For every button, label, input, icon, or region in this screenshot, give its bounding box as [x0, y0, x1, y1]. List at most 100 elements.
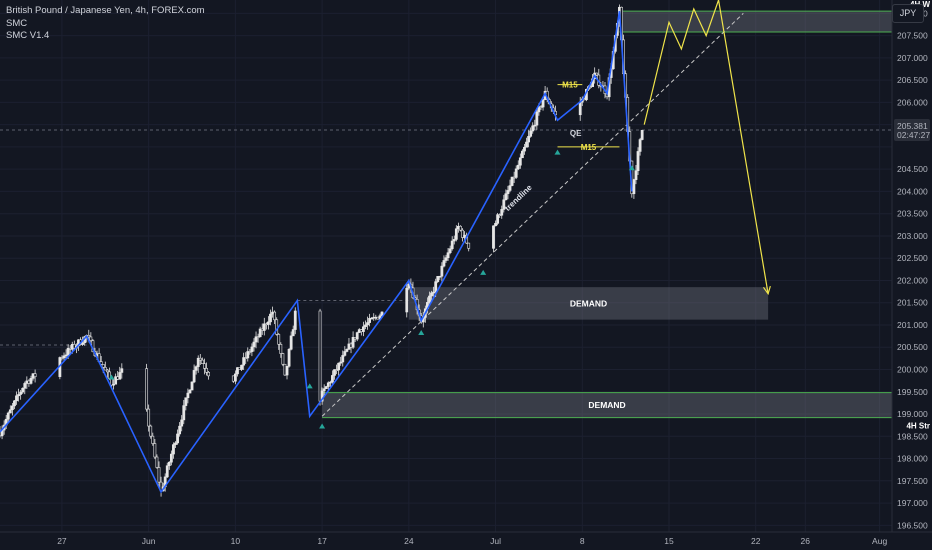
- candle-body: [331, 375, 334, 383]
- price-tick-label: 204.000: [897, 186, 928, 196]
- price-tick-label: 197.500: [897, 476, 928, 486]
- candle-body: [256, 336, 260, 339]
- candle-body: [461, 229, 464, 238]
- levels: [0, 12, 892, 417]
- trendline: [321, 12, 744, 417]
- candle-body: [380, 311, 384, 317]
- candle-body: [370, 317, 374, 320]
- candle-body: [15, 395, 18, 402]
- candle-body: [267, 321, 270, 325]
- candle-body: [192, 370, 196, 383]
- candle-body: [362, 326, 365, 332]
- time-tick-label: 15: [664, 536, 674, 546]
- candle-body: [176, 433, 179, 444]
- candle-body: [198, 357, 202, 361]
- candle-body: [200, 359, 204, 364]
- candle-body: [442, 260, 446, 267]
- projection-path: [643, 0, 769, 294]
- candle-body: [537, 106, 541, 113]
- candle-body: [174, 442, 177, 445]
- candle-body: [322, 388, 326, 392]
- candle-body: [281, 353, 285, 365]
- candle-body: [318, 310, 322, 402]
- candle-body: [459, 225, 462, 231]
- candle-body: [326, 382, 330, 387]
- candle-body: [205, 368, 208, 373]
- candle-body: [640, 129, 644, 140]
- pivot-marker: [418, 329, 425, 335]
- price-axis-bg: [892, 0, 932, 550]
- current-price-tag: [894, 118, 930, 141]
- pivot-marker: [554, 149, 561, 155]
- candle-body: [430, 292, 433, 297]
- indicator-smc[interactable]: SMC: [6, 17, 28, 29]
- price-tick-label: 201.000: [897, 320, 928, 330]
- candle-body: [101, 364, 105, 368]
- candle-body: [118, 372, 122, 380]
- candle-body: [289, 335, 293, 350]
- candle-body: [153, 443, 157, 458]
- candle-body: [145, 368, 149, 410]
- indicator-smc-v14[interactable]: SMC V1.4: [6, 30, 50, 41]
- pivot-marker: [319, 423, 326, 429]
- candle-body: [17, 394, 20, 397]
- pivot-marker: [108, 374, 115, 380]
- symbol-title[interactable]: British Pound / Japanese Yen, 4h, FOREX.…: [6, 5, 205, 16]
- price-tick-label: 199.500: [897, 387, 928, 397]
- price-tick-label: 199.000: [897, 409, 928, 419]
- candle-body: [203, 363, 206, 369]
- candle-body: [324, 386, 328, 390]
- candle-body: [525, 141, 528, 148]
- candle-body: [165, 465, 169, 478]
- zone-label-demand: DEMAND: [588, 400, 625, 410]
- candle-body: [258, 328, 262, 338]
- grid: [0, 0, 892, 532]
- candle-body: [184, 397, 188, 406]
- candle-body: [345, 349, 349, 352]
- time-tick-label: 24: [404, 536, 414, 546]
- candle-body: [320, 390, 324, 402]
- candle-body: [446, 252, 450, 259]
- candle-body: [252, 341, 256, 348]
- candle-body: [333, 369, 336, 376]
- candle-body: [508, 185, 512, 191]
- candle-body: [23, 383, 27, 389]
- price-tick-label: 206.000: [897, 97, 928, 107]
- candle-body: [151, 435, 155, 444]
- candle-body: [438, 275, 442, 278]
- zone-2: [619, 11, 892, 33]
- candle-body: [520, 150, 524, 159]
- candle-body: [157, 467, 161, 483]
- candle-body: [33, 373, 37, 377]
- candle-body: [254, 336, 258, 343]
- candle-body: [595, 72, 599, 76]
- price-axis[interactable]: 196.500 197.000 197.500 198.000 198.500 199.0…: [891, 0, 932, 550]
- candle-body: [64, 354, 68, 357]
- pivot-marker: [480, 269, 487, 275]
- candle-body: [492, 225, 495, 249]
- price-tick-label: 197.000: [897, 498, 928, 508]
- candle-body: [452, 239, 456, 242]
- candle-body: [62, 355, 66, 359]
- time-tick-label: Jul: [490, 536, 501, 546]
- candle-body: [636, 151, 640, 171]
- pivot-marker: [306, 383, 313, 389]
- swing-line: [0, 11, 633, 494]
- candle-body: [169, 453, 173, 463]
- candle-body: [285, 365, 289, 376]
- time-axis[interactable]: 27 Jun 10 17 24 Jul 8 15 22 26 Aug: [0, 531, 932, 550]
- candle-body: [450, 240, 454, 250]
- candle-body: [535, 111, 539, 126]
- candle-body: [355, 332, 359, 340]
- candle-body: [103, 367, 107, 371]
- candle-body: [114, 376, 118, 385]
- zone-label-4h-str: 4H Str: [906, 422, 930, 431]
- currency-button[interactable]: JPY: [892, 4, 924, 23]
- candle-body: [496, 214, 500, 224]
- time-axis-bg: [0, 532, 932, 550]
- candle-body: [81, 342, 84, 345]
- m15-label: M15: [581, 143, 597, 152]
- candle-body: [10, 405, 14, 411]
- candle-body: [523, 146, 526, 152]
